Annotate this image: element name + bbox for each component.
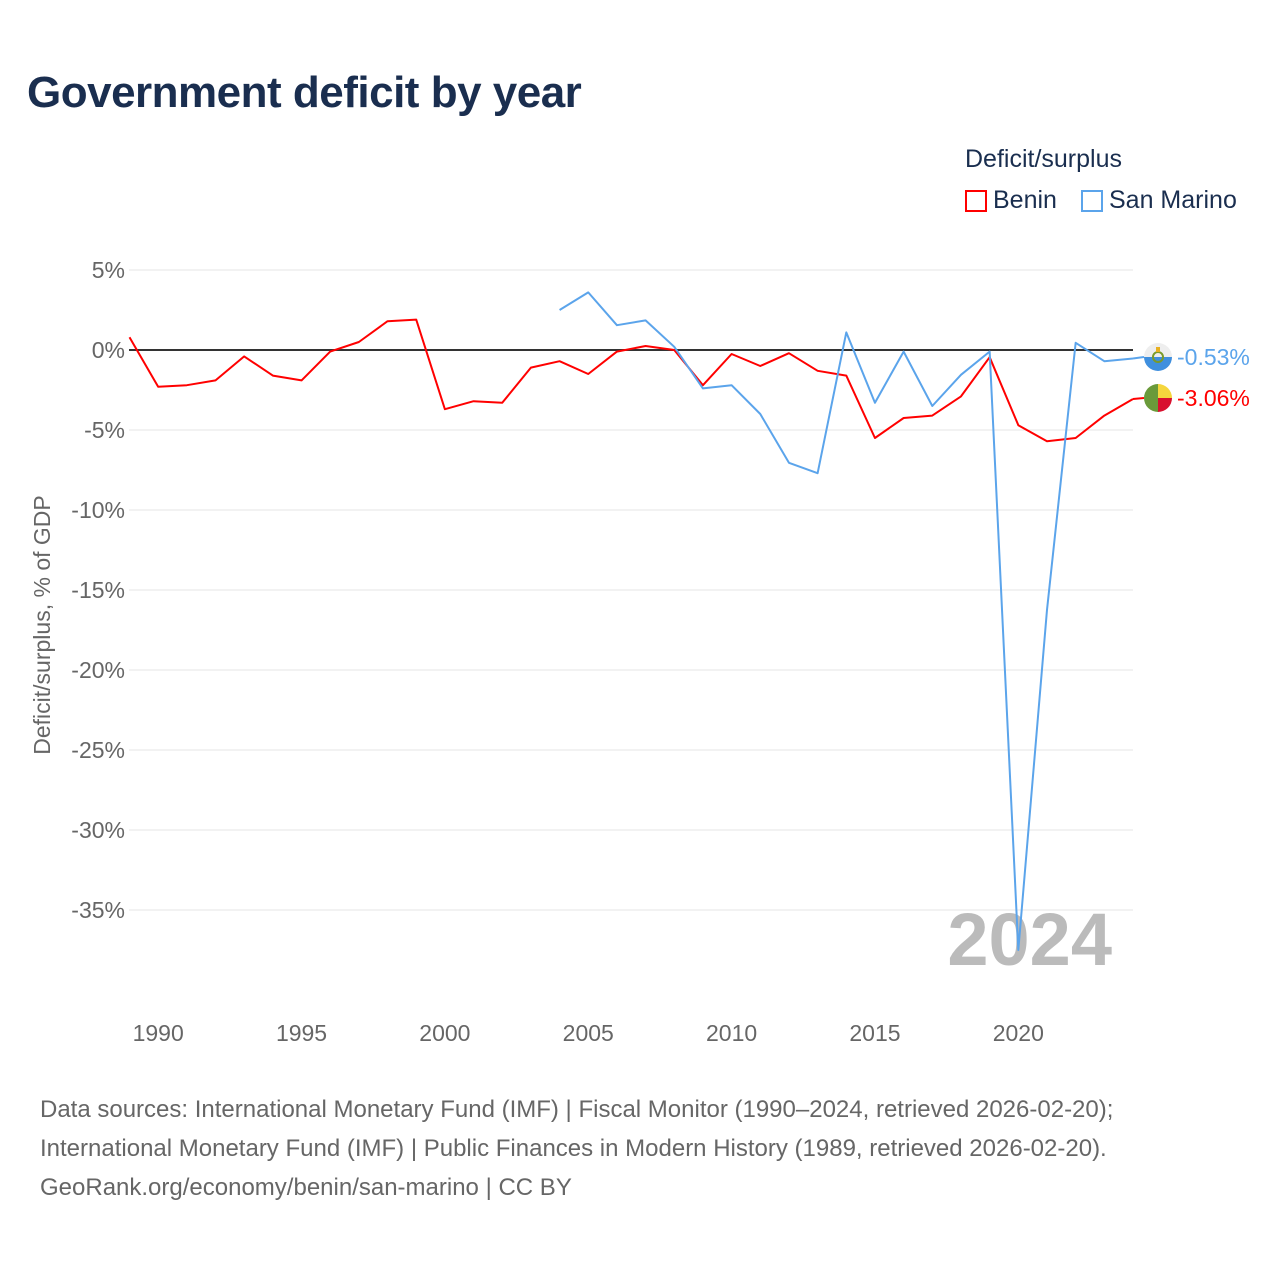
- chart-title: Government deficit by year: [27, 68, 582, 117]
- x-tick-label: 2010: [706, 1020, 757, 1046]
- x-tick-label: 1990: [133, 1020, 184, 1046]
- y-tick-label: 5%: [92, 257, 125, 283]
- footer-source-1: Data sources: International Monetary Fun…: [40, 1096, 1114, 1123]
- footer-link[interactable]: GeoRank.org/economy/benin/san-marino | C…: [40, 1174, 572, 1201]
- series-line-san-marino[interactable]: [559, 291, 1134, 951]
- legend-swatch: [965, 189, 987, 212]
- x-tick-label: 2015: [849, 1020, 900, 1046]
- y-tick-label: -10%: [71, 497, 125, 523]
- x-tick-label: 2020: [993, 1020, 1044, 1046]
- end-value-label: -3.06%: [1177, 385, 1250, 411]
- y-tick-label: -5%: [84, 417, 125, 443]
- benin-flag-icon: [1144, 384, 1172, 412]
- y-tick-label: 0%: [92, 337, 125, 363]
- end-value-label: -0.53%: [1177, 344, 1250, 370]
- legend-swatch: [1081, 189, 1103, 212]
- legend-item-san-marino[interactable]: San Marino: [1081, 186, 1237, 215]
- legend-item-benin[interactable]: Benin: [965, 186, 1057, 215]
- series-line-benin[interactable]: [128, 318, 1134, 443]
- x-tick-label: 1995: [276, 1020, 327, 1046]
- year-watermark: 2024: [947, 898, 1112, 981]
- legend-label: Benin: [993, 186, 1057, 214]
- end-connector: [1132, 397, 1145, 400]
- legend-label: San Marino: [1109, 186, 1237, 214]
- y-tick-label: -35%: [71, 897, 125, 923]
- y-tick-label: -20%: [71, 657, 125, 683]
- x-tick-label: 2005: [563, 1020, 614, 1046]
- footer-source-2: International Monetary Fund (IMF) | Publ…: [40, 1135, 1107, 1162]
- end-connector: [1132, 356, 1145, 360]
- san-marino-flag-icon: [1144, 343, 1172, 371]
- legend-title: Deficit/surplus: [965, 145, 1122, 173]
- footer: Data sources: International Monetary Fun…: [40, 1090, 1113, 1207]
- y-tick-label: -30%: [71, 817, 125, 843]
- y-axis-label: Deficit/surplus, % of GDP: [29, 495, 55, 754]
- x-tick-label: 2000: [419, 1020, 470, 1046]
- y-tick-label: -25%: [71, 737, 125, 763]
- y-tick-label: -15%: [71, 577, 125, 603]
